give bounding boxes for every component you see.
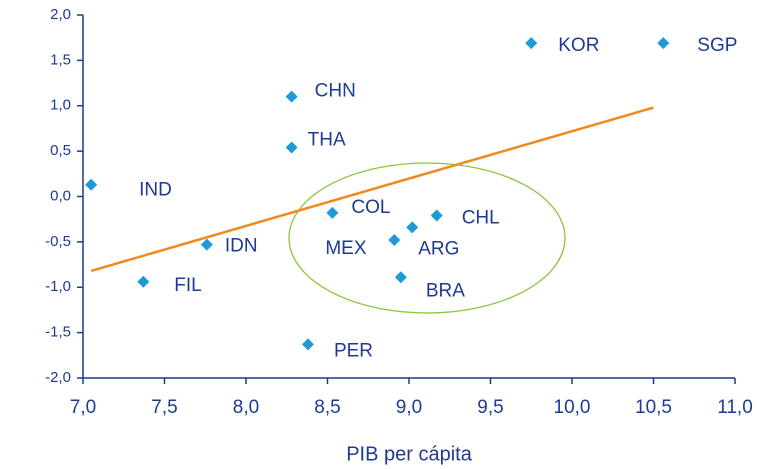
x-tick-label: 7,0 xyxy=(70,397,96,418)
x-tick-label: 8,0 xyxy=(233,397,259,418)
y-tick-label: 2,0 xyxy=(50,6,71,23)
point xyxy=(326,206,339,219)
point-label: SGP xyxy=(697,35,737,56)
y-tick-label: -0,5 xyxy=(45,233,71,250)
y-tick-label: 0,5 xyxy=(50,142,71,159)
x-tick-label: 10,5 xyxy=(635,397,672,418)
y-tick-label: -1,5 xyxy=(45,324,71,341)
point-label: PER xyxy=(334,340,373,361)
point xyxy=(301,338,314,351)
trendline xyxy=(90,106,654,273)
y-tick-label: 1,0 xyxy=(50,97,71,114)
point-label: ARG xyxy=(418,238,459,259)
point xyxy=(525,37,538,50)
point xyxy=(285,90,298,103)
x-tick-label: 11,0 xyxy=(717,397,753,418)
y-tick-label: -1,0 xyxy=(45,278,71,295)
point xyxy=(406,221,419,234)
x-tick-label: 9,0 xyxy=(396,397,422,418)
point-label: CHL xyxy=(462,208,500,229)
y-tick-label: 1,5 xyxy=(50,51,71,68)
point xyxy=(394,271,407,284)
y-tick-label: 0,0 xyxy=(50,187,71,204)
point-label: CHN xyxy=(315,81,356,102)
point xyxy=(200,238,213,251)
point-label: THA xyxy=(308,130,346,151)
point xyxy=(430,209,443,222)
point-label: BRA xyxy=(426,280,465,301)
point-label: IND xyxy=(139,180,172,201)
x-tick-label: 8,5 xyxy=(314,397,340,418)
point-label: MEX xyxy=(325,238,367,259)
point xyxy=(285,141,298,154)
point-label: FIL xyxy=(174,275,201,296)
point-label: COL xyxy=(351,197,390,218)
x-tick-label: 9,5 xyxy=(477,397,503,418)
y-tick-label: -2,0 xyxy=(45,369,71,386)
x-tick-label: 10,0 xyxy=(554,397,591,418)
x-tick-label: 7,5 xyxy=(151,397,177,418)
x-axis-label: PIB per cápita xyxy=(346,443,473,465)
point xyxy=(137,275,150,288)
point-label: KOR xyxy=(558,35,599,56)
point xyxy=(85,178,98,191)
highlight-ellipse xyxy=(288,162,566,314)
point-label: IDN xyxy=(225,236,258,257)
point xyxy=(388,234,401,247)
point xyxy=(657,37,670,50)
